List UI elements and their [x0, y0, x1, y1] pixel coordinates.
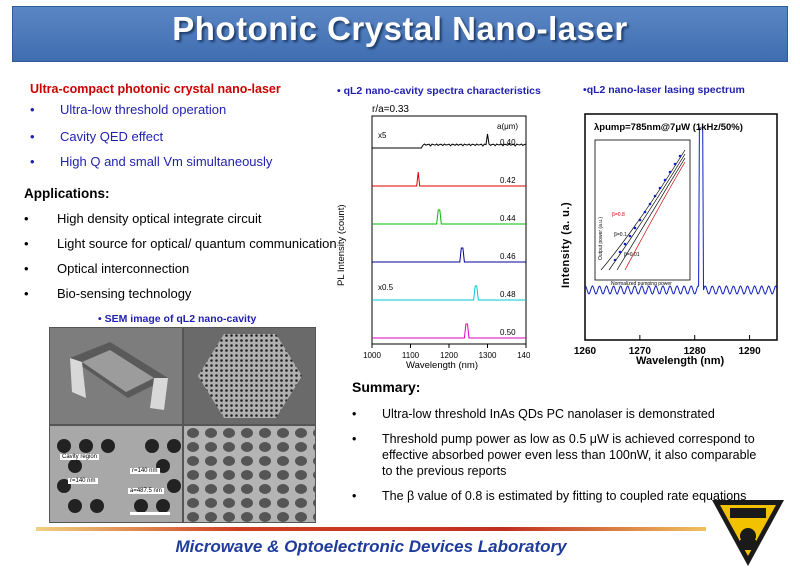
lasing-trace-line — [584, 127, 778, 295]
lasing-ylabel: Intensity (a. u.) — [560, 201, 572, 288]
applications-heading: Applications: — [24, 186, 110, 201]
sem-image-cavity-zoom: Cavity region r=140 nm r=140 nm a=487.5 … — [49, 425, 183, 523]
inset-beta-3: β=0.01 — [624, 252, 640, 258]
list-item: • Light source for optical/ quantum commu… — [24, 236, 337, 251]
spectra-x-tick-label: 1300 — [479, 351, 497, 360]
sem-overview-drawing — [50, 328, 182, 424]
lasing-x-tick-label: 1270 — [629, 346, 652, 357]
spectra-x-tick-label: 1200 — [440, 351, 458, 360]
spectra-a-label: a(μm) — [497, 122, 519, 131]
lasing-x-tick-label: 1280 — [684, 346, 707, 357]
sem-image-hex-lattice — [183, 327, 316, 425]
spectra-trace — [372, 323, 526, 339]
sem-tilted-drawing — [184, 426, 315, 522]
inset-point — [638, 218, 642, 222]
lasing-xlabel: Wavelength (nm) — [636, 355, 725, 367]
spectra-trace-label: 0.46 — [500, 252, 516, 261]
features-heading: Ultra-compact photonic crystal nano-lase… — [30, 82, 281, 96]
lasing-x-tick-label: 1260 — [574, 346, 597, 357]
inset-point — [633, 226, 637, 230]
inset-point — [628, 234, 632, 238]
list-item: • The β value of 0.8 is estimated by fitt… — [352, 489, 747, 503]
inset-point — [673, 162, 677, 166]
lasing-x-tick-label: 1290 — [738, 346, 761, 357]
list-item: • Threshold pump power as low as 0.5 μW i… — [352, 432, 757, 478]
inset-curve — [624, 161, 686, 271]
spectra-trace — [372, 133, 527, 149]
title-bar — [12, 6, 788, 62]
sem-label-cavity: Cavity region — [60, 454, 100, 460]
sem-zoom-drawing — [57, 439, 181, 515]
list-item: • Ultra-low threshold InAs QDs PC nanolas… — [352, 407, 715, 421]
lasing-chart: 1260 1270 1280 1290 — [574, 113, 778, 357]
spectra-caption: • qL2 nano-cavity spectra characteristic… — [337, 85, 541, 97]
spectra-trace-label: 0.42 — [500, 176, 516, 185]
sem-label-r2: r=140 nm — [68, 478, 98, 484]
footer-lab-name: Microwave & Optoelectronic Devices Labor… — [175, 537, 567, 556]
spectra-frame — [371, 115, 527, 345]
spectra-x-tick-label: 1400 — [517, 351, 530, 360]
page-title: Photonic Crystal Nano-laser — [172, 10, 628, 47]
sem-label-a: a=487.5 nm — [128, 488, 164, 494]
inset-point — [653, 194, 657, 198]
inset-curve — [608, 153, 686, 271]
inset-point — [618, 250, 622, 254]
lasing-caption: •qL2 nano-laser lasing spectrum — [583, 84, 745, 96]
inset-point — [678, 154, 682, 158]
spectra-ylabel: PL Intensity (count) — [336, 204, 347, 287]
sem-label-r1: r=140 nm — [130, 468, 160, 474]
spectra-xlabel: Wavelength (nm) — [406, 360, 478, 371]
spectra-trace — [372, 247, 526, 263]
inset-point — [663, 178, 667, 182]
inset-point — [648, 202, 652, 206]
inset-beta-2: β=0.1 — [614, 232, 627, 238]
inset-beta-1: β=0.8 — [612, 212, 625, 218]
list-item: • Bio-sensing technology — [24, 286, 192, 301]
sem-image-cavity-overview — [49, 327, 183, 425]
list-item: • High Q and small Vm simultaneously — [30, 154, 273, 169]
spectra-scale-label: x0.5 — [378, 283, 394, 292]
spectra-scale-label: x5 — [378, 131, 387, 140]
list-item: • Ultra-low threshold operation — [30, 102, 227, 117]
summary-heading: Summary: — [352, 379, 421, 395]
lasing-pump: λpump=785nm@7μW (1kHz/50%) — [594, 122, 743, 133]
spectra-trace-label: 0.40 — [500, 138, 516, 147]
spectra-trace-label: 0.44 — [500, 214, 516, 223]
list-item: • High density optical integrate circuit — [24, 211, 262, 226]
sem-hex-drawing — [198, 334, 302, 418]
inset-xlabel: Normalized pumping power — [611, 281, 672, 287]
spectra-x-tick-label: 1000 — [363, 351, 381, 360]
sem-image-tilted — [183, 425, 316, 523]
inset-point — [668, 170, 672, 174]
footer-divider — [36, 527, 706, 531]
list-item: • Cavity QED effect — [30, 129, 164, 144]
university-logo-icon — [712, 500, 784, 566]
feature-list: • Ultra-low threshold operation • Cavity Q… — [30, 102, 320, 176]
inset-ylabel: Output power (a.u.) — [598, 216, 604, 260]
applications-list: • High density optical integrate circuit … — [24, 211, 344, 311]
spectra-x-tick-label: 1100 — [402, 351, 420, 360]
inset-point — [643, 210, 647, 214]
inset-point — [623, 242, 627, 246]
inset-point — [613, 258, 617, 262]
spectra-trace-label: 0.48 — [500, 290, 516, 299]
spectra-trace — [372, 171, 526, 187]
summary-list: • Ultra-low threshold InAs QDs PC nanolas… — [352, 406, 792, 504]
spectra-chart: 0.40 x5 0.42 0.44 0.46 0.48 x0.5 0.50 1000 1100 1… — [363, 115, 530, 360]
spectra-ra: r/a=0.33 — [372, 104, 409, 115]
sem-caption: • SEM image of qL2 nano-cavity — [98, 313, 257, 325]
inset-curve — [616, 157, 686, 271]
spectra-trace — [372, 285, 526, 301]
spectra-trace-label: 0.50 — [500, 328, 516, 337]
spectra-trace — [372, 209, 526, 225]
lasing-inset — [594, 139, 691, 281]
list-item: • Optical interconnection — [24, 261, 190, 276]
inset-point — [658, 186, 662, 190]
